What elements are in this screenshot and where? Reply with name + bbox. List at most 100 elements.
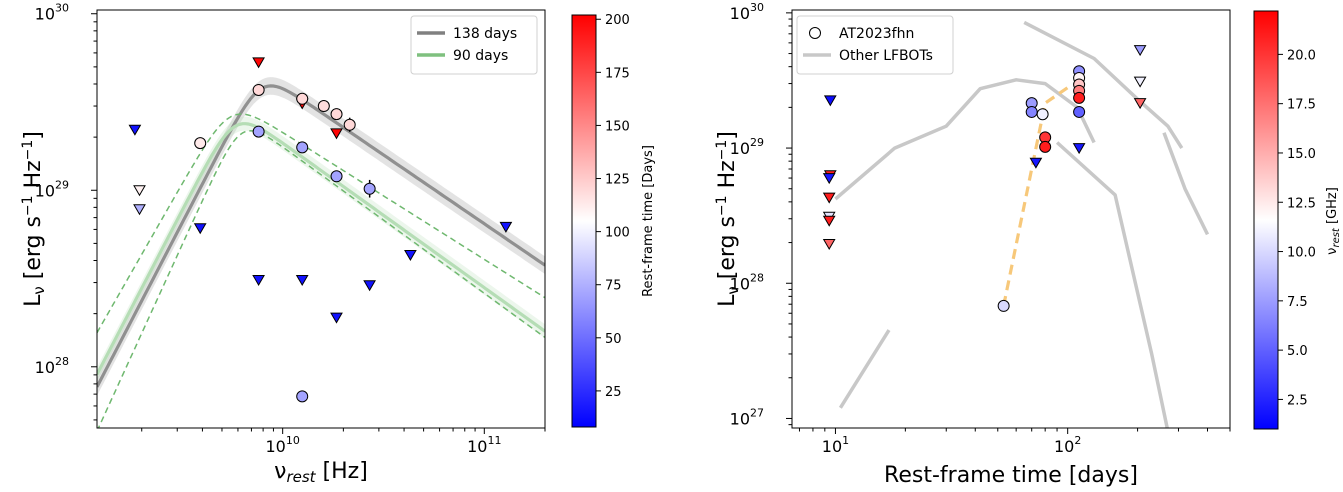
upper-limit-marker [252,57,265,69]
right-x-axis-label: Rest-frame time [days] [884,463,1138,488]
y-tick-label: 1030 [35,2,69,24]
detection-marker [997,299,1010,312]
detection-marker [1073,105,1086,118]
legend-label: Other LFBOTs [839,48,933,64]
model-uncertainty-band [97,77,545,396]
detection-marker [252,83,265,96]
upper-limit-marker [363,280,376,292]
model-bands [97,77,545,396]
detection-marker [252,125,265,138]
data-points [128,57,513,403]
upper-limit-marker [823,95,837,107]
upper-limit-marker [1133,45,1147,57]
left-panel-spectrum: 1010 1011 1028 1029 1030 138 days 90 days νre… [20,2,656,486]
lfbot-curve [1055,141,1169,428]
colorbar-tick-label: 25 [605,385,622,400]
detection-marker [1073,91,1086,104]
detection-marker [296,92,309,105]
colorbar-tick-label: 150 [605,119,630,134]
detection-marker [330,170,343,183]
upper-limit-marker [1029,157,1043,169]
colorbar-tick-label: 100 [605,226,630,241]
y-tick-label: 1029 [35,178,69,200]
colorbar-tick-label: 17.5 [1287,98,1316,113]
upper-limit-marker [1133,98,1147,110]
lfbot-curve [834,78,1096,201]
model-curve [97,130,545,428]
x-tick-label: 1011 [467,434,501,456]
x-tick-label: 101 [822,434,849,456]
upper-limit-marker [1133,76,1147,88]
left-axis-ticks: 1010 1011 1028 1029 1030 [35,2,546,456]
upper-limit-marker [133,204,146,216]
model-curves [97,84,545,428]
colorbar-tick-label: 125 [605,173,630,188]
left-x-axis-label: νrest [Hz] [274,459,368,486]
model-curve [97,122,545,376]
data-points [822,45,1147,312]
legend-label: 90 days [453,48,508,64]
lfbot-curve [1162,132,1210,236]
y-tick-label: 1029 [730,136,764,158]
lfbot-curves [834,20,1210,428]
right-panel-lightcurve: 101 102 1027 1028 1029 1030 AT2023fhn Other LF… [714,1,1342,488]
left-colorbar [571,14,597,428]
upper-limit-marker [330,312,343,324]
detection-marker [194,137,207,150]
upper-limit-marker [822,215,836,227]
y-tick-label: 1027 [730,406,764,428]
y-tick-label: 1030 [730,1,764,23]
upper-limit-marker [499,221,513,233]
detection-marker [317,100,330,113]
colorbar-tick-label: 20.0 [1287,48,1316,63]
detection-marker [330,108,343,121]
upper-limit-marker [822,239,836,250]
upper-limit-marker [295,275,309,286]
colorbar-tick-label: 12.5 [1287,196,1316,211]
upper-limit-marker [822,192,836,204]
detection-marker [1025,105,1038,118]
y-tick-label: 1028 [35,355,69,377]
left-y-axis-label: Lν [erg s−1 Hz−1] [20,131,48,307]
model-uncertainty-band [97,116,545,382]
colorbar-tick-label: 200 [605,13,630,28]
right-y-axis-label: Lν [erg s−1 Hz−1] [714,131,742,307]
at2023fhn-trend-line [1002,86,1069,307]
detection-marker [1036,108,1049,121]
upper-limit-marker [404,250,417,261]
left-plot-frame [96,9,546,429]
right-colorbar-label: νrest [GHz] [1325,187,1342,255]
right-legend: AT2023fhn Other LFBOTs [796,15,954,75]
colorbar-tick-label: 175 [605,66,630,81]
upper-limit-marker [193,223,207,235]
upper-limit-marker [1072,143,1086,155]
left-colorbar-label: Rest-frame time [Days] [641,145,656,297]
legend-marker [809,27,821,39]
colorbar-tick-label: 10.0 [1287,246,1316,261]
colorbar-tick-label: 7.5 [1287,295,1308,310]
left-legend: 138 days 90 days [410,15,538,75]
left-colorbar-ticks: 25 50 75 100 125 150 175 200 [596,13,630,400]
colorbar-tick-label: 5.0 [1287,344,1308,359]
x-tick-label: 1010 [265,434,299,456]
colorbar-tick-label: 15.0 [1287,147,1316,162]
legend-box [410,15,538,75]
detection-marker [363,182,376,195]
detection-marker [296,390,309,403]
upper-limit-marker [330,128,343,140]
y-tick-label: 1028 [730,271,764,293]
x-tick-label: 102 [1054,434,1081,456]
legend-label: AT2023fhn [839,26,914,42]
upper-limit-marker [128,124,142,136]
colorbar-tick-label: 2.5 [1287,393,1308,408]
colorbar-tick-label: 75 [605,279,622,294]
legend-label: 138 days [453,26,517,42]
upper-limit-marker [133,185,146,197]
upper-limit-marker [252,275,265,286]
right-colorbar [1253,10,1279,430]
model-curve [97,84,545,388]
model-curve [97,113,545,334]
detection-marker [1039,140,1052,153]
right-colorbar-ticks: 2.5 5.0 7.5 10.0 12.5 15.0 17.5 20.0 [1278,48,1316,408]
